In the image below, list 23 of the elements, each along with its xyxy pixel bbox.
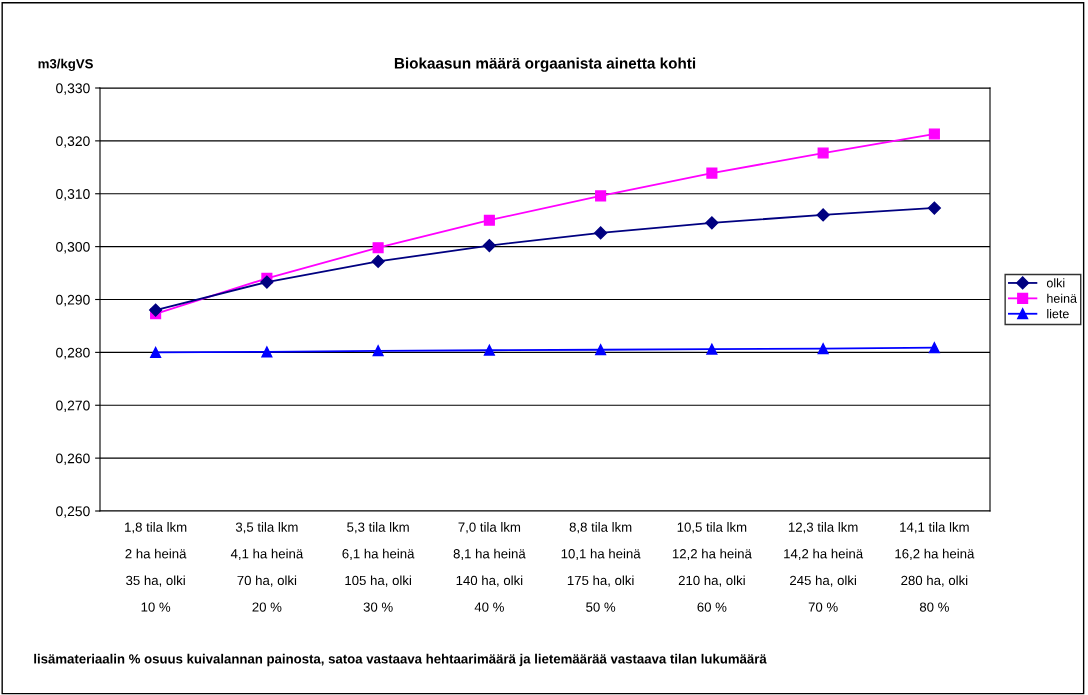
y-tick-label: 0,270 — [56, 400, 90, 413]
x-tick-label: 8,8 tila lkm 10,1 ha heinä 175 ha, olki 50 % — [561, 522, 641, 612]
chart-title: Biokaasun määrä orgaanista ainetta kohti — [394, 57, 696, 72]
y-tick-label: 0,310 — [56, 189, 90, 201]
y-tick-label: 0,280 — [56, 347, 90, 360]
x-tick-label: 14,1 tila lkm 16,2 ha heinä 280 ha, olki 80 % — [895, 522, 975, 612]
x-tick-label: 5,3 tila lkm 6,1 ha heinä 105 ha, olki 30 % — [342, 522, 415, 612]
x-axis-title: lisämateriaalin % osuus kuivalannan painosta, satoa vastaava hehtaarimäärä ja lietemäärää vastaava tilan lukumäärä — [34, 653, 767, 667]
legend-label: heinä — [1047, 293, 1077, 303]
x-tick-label: 10,5 tila lkm 12,2 ha heinä 210 ha, olki 60 % — [672, 522, 752, 612]
y-tick-label: 0,290 — [56, 294, 90, 307]
x-tick-label: 3,5 tila lkm 4,1 ha heinä 70 ha, olki 20 % — [230, 522, 304, 612]
y-axis-title: m3/kgVS — [38, 58, 93, 72]
legend-label: olki — [1046, 278, 1065, 288]
y-tick-label: 0,300 — [56, 241, 90, 254]
legend-label: liete — [1047, 309, 1069, 319]
x-tick-label: 7,0 tila lkm 8,1 ha heinä 140 ha, olki 40 % — [453, 522, 526, 612]
category-label: 1,8 tila lkm 2 ha heinä 35 ha, olki 10 % — [125, 522, 187, 612]
y-tick-label: 0,320 — [56, 136, 90, 148]
y-tick-label: 0,260 — [56, 453, 90, 465]
x-tick-label: 12,3 tila lkm 14,2 ha heinä 245 ha, olki 70 % — [784, 522, 864, 612]
y-tick-label: 0,330 — [56, 83, 90, 95]
y-tick-label: 0,250 — [56, 506, 90, 518]
